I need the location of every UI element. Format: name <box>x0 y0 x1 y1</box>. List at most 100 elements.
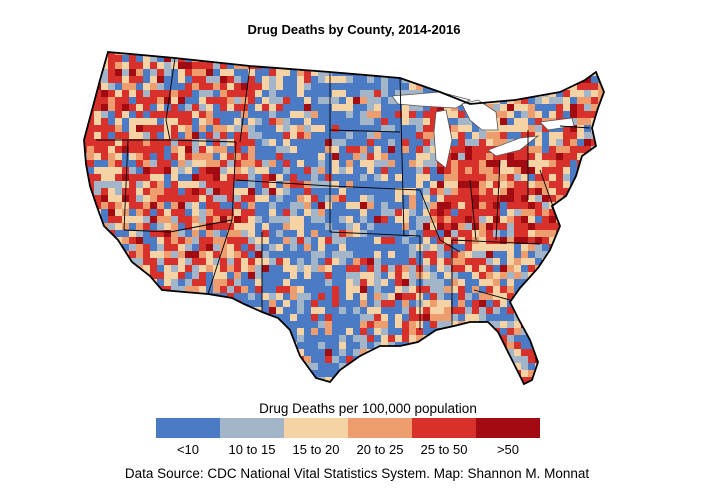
county-tile <box>276 286 284 294</box>
county-tile <box>164 265 172 273</box>
county-tile <box>584 328 592 336</box>
county-tile <box>381 216 389 224</box>
county-tile <box>556 258 564 266</box>
county-tile <box>500 132 508 140</box>
county-tile <box>108 321 116 329</box>
county-tile <box>360 167 368 175</box>
county-tile <box>395 265 403 273</box>
county-tile <box>325 251 333 259</box>
county-tile <box>535 377 543 384</box>
county-tile <box>556 90 564 98</box>
county-tile <box>507 307 515 315</box>
county-tile <box>213 174 221 182</box>
county-tile <box>94 258 102 266</box>
county-tile <box>129 391 136 398</box>
county-tile <box>220 328 228 336</box>
county-tile <box>577 118 585 126</box>
county-tile <box>514 342 522 350</box>
county-tile <box>276 90 284 98</box>
county-tile <box>339 265 347 273</box>
county-tile <box>563 167 571 175</box>
county-tile <box>528 139 536 147</box>
county-tile <box>150 62 158 70</box>
county-tile <box>416 391 423 398</box>
county-tile <box>360 160 368 168</box>
county-tile <box>416 202 424 210</box>
county-tile <box>227 76 235 84</box>
county-tile <box>206 223 214 231</box>
county-tile <box>528 62 536 70</box>
county-tile <box>374 377 382 384</box>
county-tile <box>500 118 508 126</box>
county-tile <box>143 76 151 84</box>
county-tile <box>227 223 235 231</box>
county-tile <box>297 321 305 329</box>
county-tile <box>108 153 116 161</box>
county-tile <box>248 356 256 364</box>
county-tile <box>360 104 368 112</box>
county-tile <box>528 300 536 308</box>
county-tile <box>395 356 403 364</box>
county-tile <box>150 335 158 343</box>
county-tile <box>430 104 438 112</box>
county-tile <box>584 55 592 63</box>
county-tile <box>206 104 214 112</box>
county-tile <box>192 293 200 301</box>
county-tile <box>591 391 598 398</box>
county-tile <box>255 181 263 189</box>
county-tile <box>178 300 186 308</box>
county-tile <box>150 391 157 398</box>
county-tile <box>339 314 347 322</box>
county-tile <box>549 237 557 245</box>
county-tile <box>528 321 536 329</box>
county-tile <box>164 384 171 391</box>
county-tile <box>227 55 235 63</box>
county-tile <box>556 111 564 119</box>
county-tile <box>423 146 431 154</box>
county-tile <box>332 209 340 217</box>
county-tile <box>262 223 270 231</box>
county-tile <box>591 384 598 391</box>
county-tile <box>598 237 604 245</box>
county-tile <box>220 76 228 84</box>
county-tile <box>521 244 529 252</box>
county-tile <box>332 272 340 280</box>
county-tile <box>269 97 277 105</box>
county-tile <box>325 202 333 210</box>
county-tile <box>136 167 144 175</box>
county-tile <box>346 391 353 398</box>
county-tile <box>283 83 291 91</box>
county-tile <box>157 83 165 91</box>
county-tile <box>458 251 466 259</box>
county-tile <box>311 146 319 154</box>
county-tile <box>381 83 389 91</box>
county-tile <box>535 97 543 105</box>
county-tile <box>430 321 438 329</box>
county-tile <box>507 52 515 56</box>
county-tile <box>192 181 200 189</box>
county-tile <box>549 370 557 378</box>
county-tile <box>157 293 165 301</box>
county-tile <box>598 279 604 287</box>
county-tile <box>556 125 564 133</box>
county-tile <box>346 244 354 252</box>
county-tile <box>143 83 151 91</box>
county-tile <box>605 216 612 223</box>
county-tile <box>605 356 612 363</box>
county-tile <box>542 188 550 196</box>
county-tile <box>535 286 543 294</box>
county-tile <box>451 349 459 357</box>
county-tile <box>430 342 438 350</box>
county-tile <box>206 265 214 273</box>
county-tile <box>339 286 347 294</box>
county-tile <box>108 62 116 70</box>
county-tile <box>248 314 256 322</box>
county-tile <box>416 356 424 364</box>
county-tile <box>584 97 592 105</box>
county-tile <box>325 335 333 343</box>
county-tile <box>402 258 410 266</box>
county-tile <box>157 230 165 238</box>
county-tile <box>94 335 102 343</box>
county-tile <box>416 216 424 224</box>
county-tile <box>402 62 410 70</box>
